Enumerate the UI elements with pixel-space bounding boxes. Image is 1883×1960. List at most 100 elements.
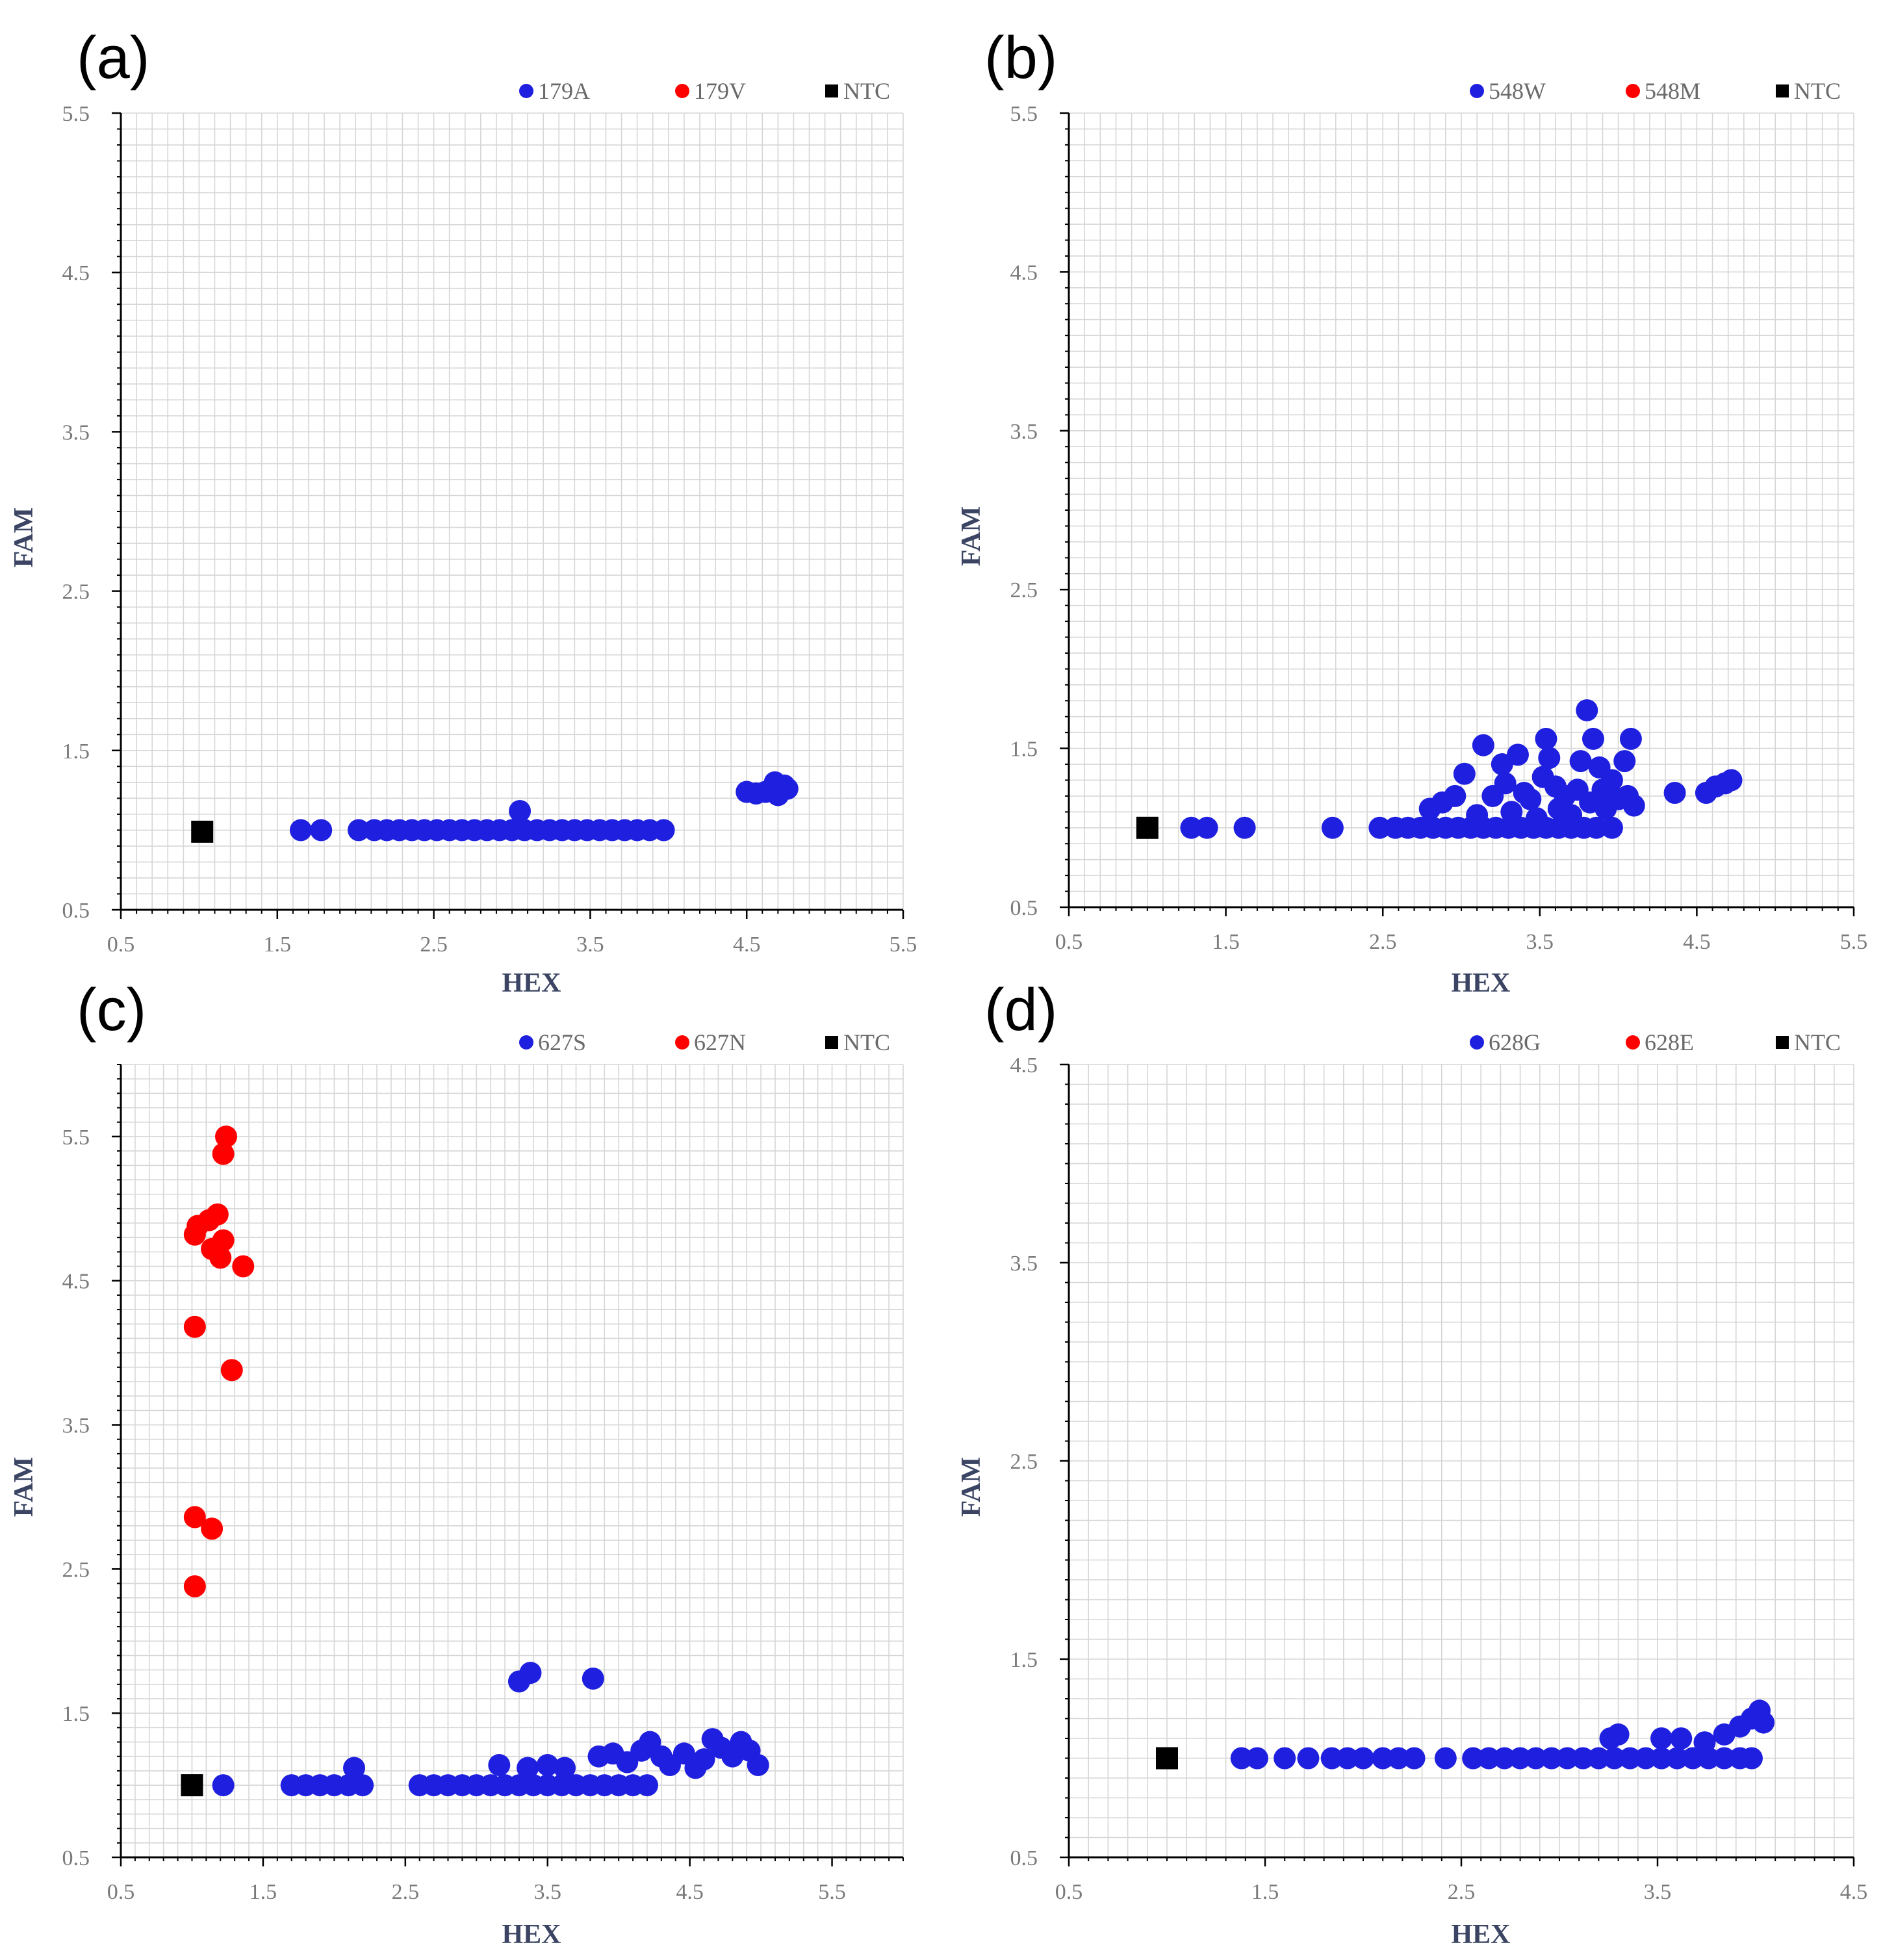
data-point (1613, 750, 1636, 773)
x-tick-label: 3.5 (1526, 930, 1554, 954)
y-tick-label: 4.5 (62, 1270, 90, 1294)
x-tick-label: 3.5 (1644, 1880, 1672, 1904)
data-point (1619, 727, 1642, 750)
data-point (509, 799, 532, 822)
y-tick-label: 4.5 (62, 261, 90, 285)
series-627N (183, 1125, 255, 1597)
data-point (1509, 1747, 1531, 1770)
y-axis-title: FAM (956, 1457, 986, 1517)
legend-marker-circle (675, 84, 689, 98)
data-point (1607, 1723, 1630, 1746)
x-tick-label: 2.5 (1448, 1880, 1476, 1904)
data-point (183, 1506, 206, 1528)
data-point (232, 1255, 255, 1278)
data-point (635, 1774, 658, 1797)
data-point (1666, 1747, 1689, 1770)
data-point (1720, 769, 1743, 792)
data-point (693, 1748, 715, 1771)
legend-marker-circle (1626, 84, 1640, 98)
data-point (1403, 1747, 1426, 1770)
data-point (310, 819, 333, 842)
data-point (1453, 762, 1476, 785)
legend: 548W 548M NTC (1470, 78, 1841, 104)
legend-label: NTC (1794, 1029, 1841, 1055)
x-tick-label: 4.5 (1683, 930, 1711, 954)
series-548W (1180, 699, 1743, 839)
data-point (517, 1757, 539, 1779)
data-point (1740, 1747, 1763, 1770)
data-point (1535, 727, 1557, 750)
legend: 628G 628E NTC (1470, 1029, 1841, 1055)
data-point (1368, 816, 1391, 839)
data-point (212, 1774, 235, 1797)
data-point (1670, 1727, 1693, 1749)
y-tick-label: 1.5 (62, 740, 90, 764)
x-tick-label: 1.5 (1251, 1880, 1279, 1904)
x-tick-label: 0.5 (107, 1880, 135, 1904)
data-point (1230, 1747, 1253, 1770)
data-point (352, 1774, 374, 1797)
y-tick-label: 3.5 (1010, 420, 1038, 444)
data-point (776, 777, 799, 800)
data-point (289, 819, 312, 842)
y-tick-label: 3.5 (62, 1414, 90, 1438)
data-point-ntc (191, 820, 214, 843)
data-point (1494, 772, 1517, 795)
data-point (1246, 1747, 1268, 1770)
x-tick-label: 2.5 (392, 1880, 420, 1904)
legend-label: 628E (1645, 1029, 1694, 1055)
x-tick-label: 4.5 (676, 1880, 704, 1904)
x-tick-label: 5.5 (890, 933, 917, 957)
data-point (1525, 807, 1548, 830)
chart-panel-4: 0.5 1.5 2.5 3.5 4.5 0.5 1.5 2.5 3.5 4.5 HEX FAM (d) 6… (956, 977, 1867, 1950)
x-tick-label: 0.5 (1055, 930, 1083, 954)
data-point (1321, 816, 1344, 839)
legend-label: NTC (843, 1029, 890, 1055)
legend-label: 627N (694, 1029, 746, 1055)
data-point (1462, 1747, 1485, 1770)
x-axis-title: HEX (1451, 968, 1510, 998)
y-axis-title: FAM (9, 1457, 39, 1517)
legend-marker-circle (1470, 1035, 1484, 1050)
legend-label: 548W (1489, 78, 1546, 104)
data-point (1506, 743, 1529, 766)
series-628G (1230, 1699, 1775, 1770)
x-tick-label: 1.5 (250, 1880, 277, 1904)
x-tick-label: 0.5 (107, 933, 135, 957)
y-tick-label: 0.5 (1010, 896, 1038, 920)
legend-marker-circle (1626, 1035, 1640, 1050)
data-point (209, 1246, 232, 1269)
data-point (1560, 804, 1583, 827)
data-point (1352, 1747, 1374, 1770)
data-point (1576, 699, 1598, 721)
series-NTC (1136, 816, 1159, 839)
data-point (488, 1754, 511, 1777)
y-tick-label: 3.5 (1010, 1252, 1038, 1276)
data-point (1650, 1727, 1673, 1749)
data-point (519, 1662, 542, 1684)
x-tick-label: 3.5 (533, 1880, 561, 1904)
y-tick-label: 1.5 (1010, 738, 1038, 762)
x-axis-title: HEX (502, 1920, 561, 1950)
data-point (747, 1754, 769, 1777)
legend-label: 627S (538, 1029, 586, 1055)
data-point (1650, 1747, 1673, 1770)
data-point (1444, 784, 1467, 807)
x-axis-title: HEX (502, 968, 561, 998)
data-point (1180, 816, 1203, 839)
data-point (1472, 734, 1494, 756)
data-point (1336, 1747, 1359, 1770)
data-point (1713, 1747, 1736, 1770)
data-point (1524, 1747, 1547, 1770)
data-point (1297, 1747, 1320, 1770)
x-tick-label: 1.5 (1212, 930, 1240, 954)
data-point (1569, 750, 1592, 773)
data-point (183, 1575, 206, 1597)
y-tick-label: 2.5 (62, 580, 90, 604)
data-point (1600, 769, 1623, 792)
data-point (1619, 1747, 1641, 1770)
data-point (1320, 1747, 1343, 1770)
x-tick-label: 4.5 (1840, 1880, 1868, 1904)
legend: 627S 627N NTC (519, 1029, 890, 1055)
legend-marker-square (825, 84, 838, 97)
